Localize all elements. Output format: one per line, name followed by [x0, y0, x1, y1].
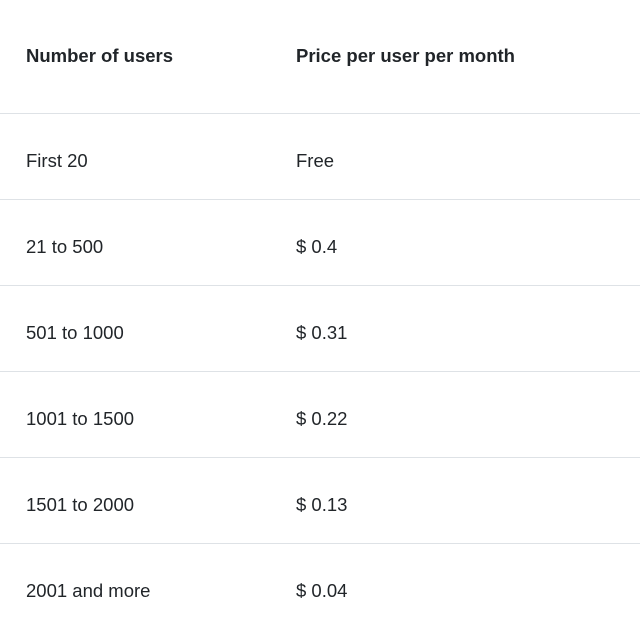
table-row: 1001 to 1500 $ 0.22	[0, 370, 640, 457]
users-range-cell: 501 to 1000	[0, 284, 295, 371]
table-row: First 20 Free	[0, 112, 640, 199]
users-range-cell: 1001 to 1500	[0, 370, 295, 457]
column-header-price: Price per user per month	[295, 0, 640, 114]
price-cell: $ 0.4	[295, 198, 640, 285]
users-range-cell: 2001 and more	[0, 542, 295, 629]
price-cell: Free	[295, 112, 640, 199]
header-row: Number of users Price per user per month	[0, 0, 640, 114]
users-range-cell: First 20	[0, 112, 295, 199]
users-range-cell: 1501 to 2000	[0, 456, 295, 543]
table-row: 501 to 1000 $ 0.31	[0, 284, 640, 371]
users-range-cell: 21 to 500	[0, 198, 295, 285]
table-row: 2001 and more $ 0.04	[0, 542, 640, 629]
price-cell: $ 0.22	[295, 370, 640, 457]
price-cell: $ 0.31	[295, 284, 640, 371]
price-cell: $ 0.13	[295, 456, 640, 543]
table-row: 1501 to 2000 $ 0.13	[0, 456, 640, 543]
column-header-users: Number of users	[0, 0, 295, 114]
table-row: 21 to 500 $ 0.4	[0, 198, 640, 285]
price-cell: $ 0.04	[295, 542, 640, 629]
